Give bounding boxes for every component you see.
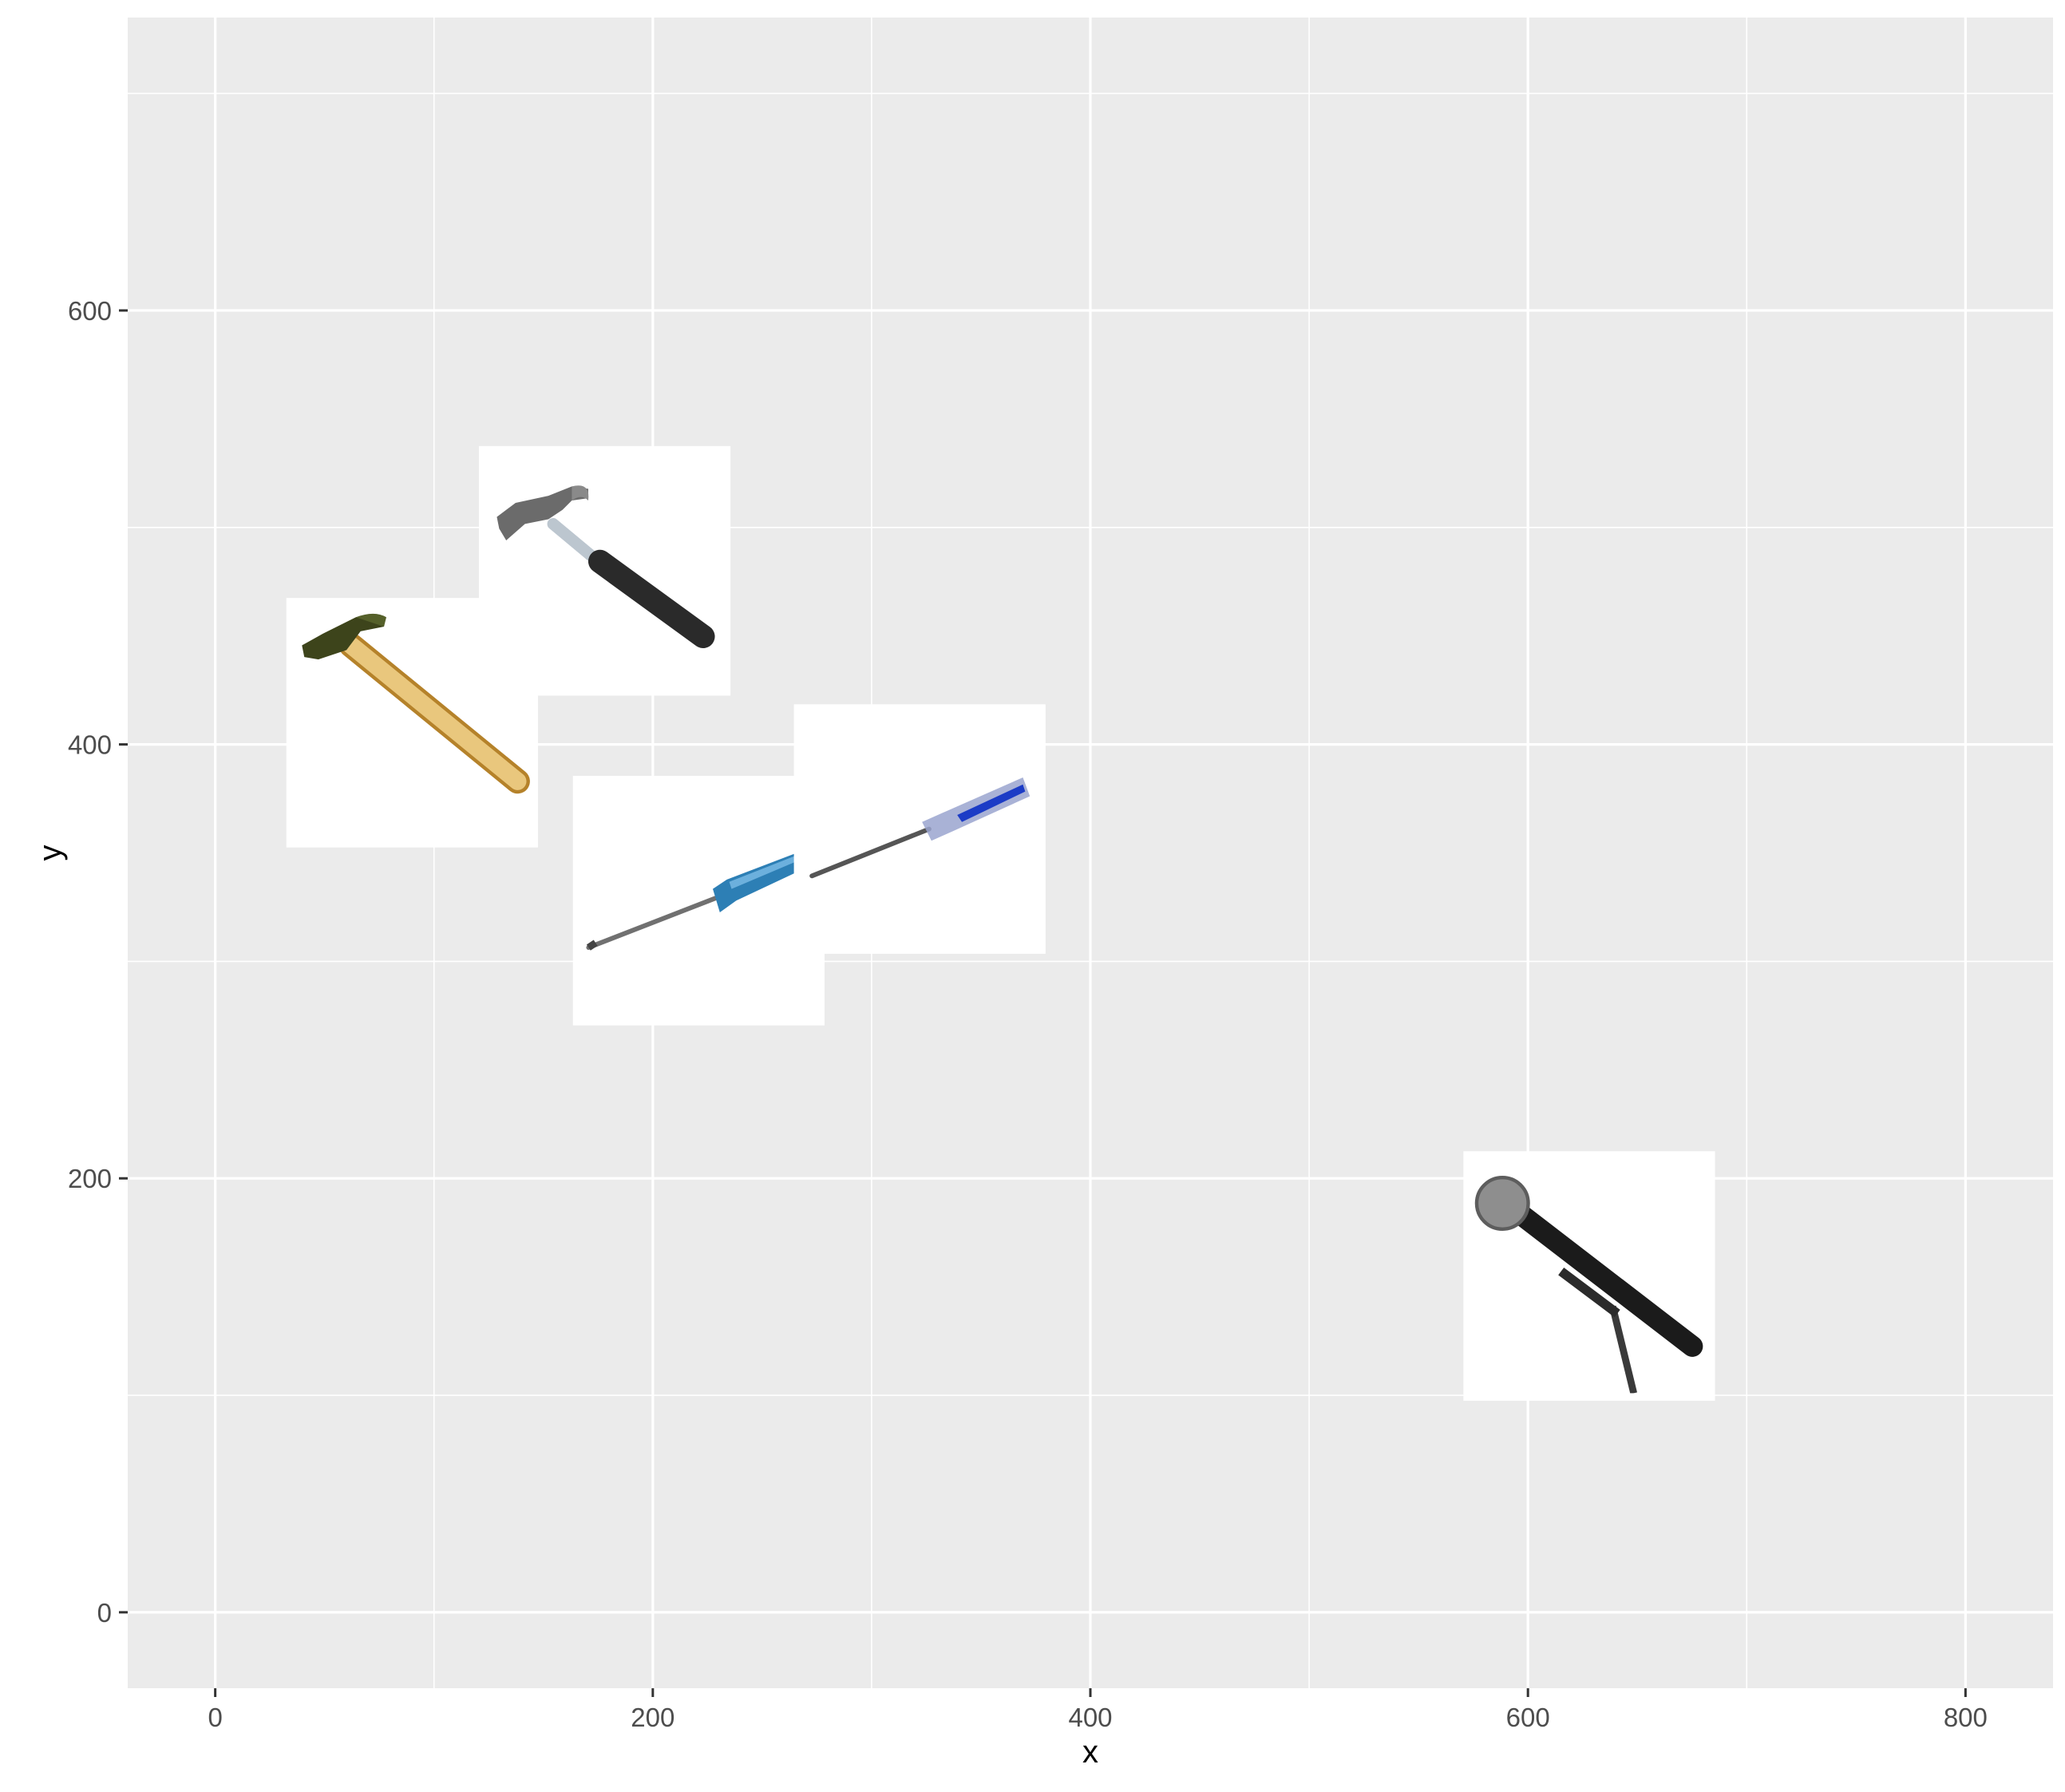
- y-axis: 0 200 400 600: [68, 296, 128, 1628]
- y-tick-label: 600: [68, 296, 112, 326]
- y-tick-label: 400: [68, 730, 112, 760]
- x-tick-label: 200: [631, 1703, 674, 1732]
- image-points: [286, 445, 1715, 1401]
- y-axis-title: y: [33, 845, 68, 861]
- microphone-icon: [1463, 1151, 1715, 1401]
- image-tile: [793, 704, 1046, 954]
- blue-screwdriver-icon: [572, 776, 825, 1026]
- y-tick-label: 0: [97, 1598, 112, 1628]
- clear-screwdriver-icon: [793, 704, 1046, 954]
- steel-hammer-icon: [478, 445, 731, 696]
- x-axis-title: x: [1082, 1735, 1098, 1770]
- x-tick-label: 800: [1944, 1703, 1988, 1732]
- x-tick-label: 600: [1506, 1703, 1550, 1732]
- x-axis: 0 200 400 600 800: [208, 1688, 1988, 1732]
- y-tick-label: 200: [68, 1164, 112, 1193]
- x-tick-label: 400: [1068, 1703, 1112, 1732]
- image-tile: [572, 776, 825, 1026]
- x-tick-label: 0: [208, 1703, 222, 1732]
